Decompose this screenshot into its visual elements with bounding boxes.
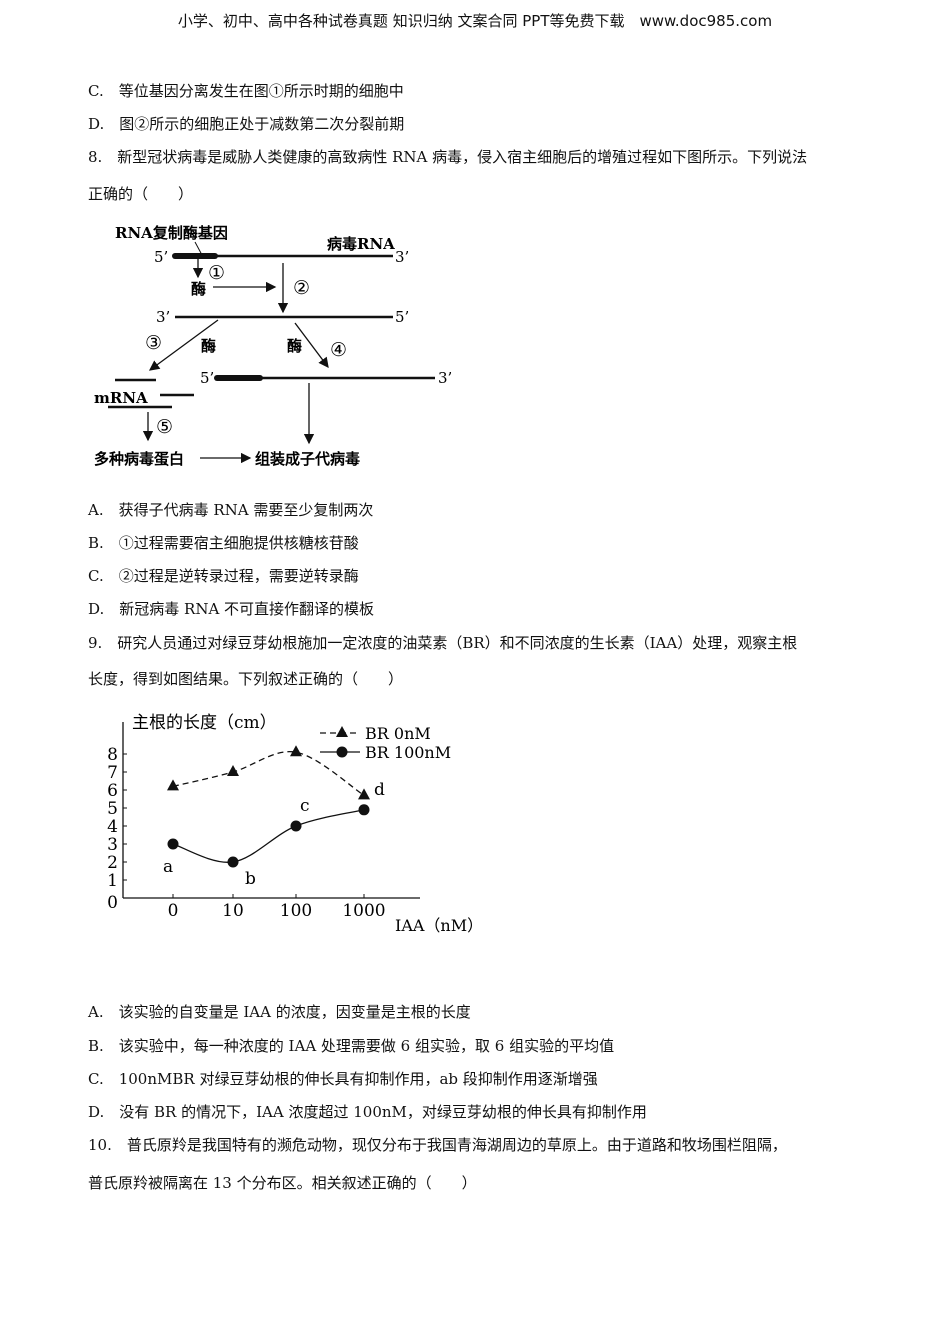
page-header: 小学、初中、高中各种试卷真题 知识归纳 文案合同 PPT等免费下载 www.do… xyxy=(177,12,773,30)
proteins-label: 多种病毒蛋白 xyxy=(94,450,184,468)
q9-option-b: B. 该实验中，每一种浓度的 IAA 处理需要做 6 组实验，取 6 组实验的平… xyxy=(88,1037,615,1055)
q8-option-c: C. ②过程是逆转录过程，需要逆转录酶 xyxy=(88,567,359,585)
point-label: d xyxy=(374,780,385,800)
assemble-label: 组装成子代病毒 xyxy=(255,450,360,468)
mrna-label: mRNA xyxy=(94,389,148,407)
end-label: 5’ xyxy=(154,248,168,266)
q7-option-d: D. 图②所示的细胞正处于减数第二次分裂前期 xyxy=(88,115,405,133)
y-tick-label: 8 xyxy=(107,745,118,765)
step-3-label: ③ xyxy=(145,332,162,354)
y-tick-label: 4 xyxy=(107,817,118,837)
step-5-label: ⑤ xyxy=(156,416,173,438)
q10-stem: 10. 普氏原羚是我国特有的濒危动物，现仅分布于我国青海湖周边的草原上。由于道路… xyxy=(88,1136,787,1154)
q9-stem-cont: 长度，得到如图结果。下列叙述正确的（ ） xyxy=(88,670,404,688)
y-tick-label: 6 xyxy=(107,781,118,801)
end-label: 3’ xyxy=(156,308,170,326)
enzyme-label: 酶 xyxy=(191,280,206,298)
q9-option-c: C. 100nMBR 对绿豆芽幼根的伸长具有抑制作用，ab 段抑制作用逐渐增强 xyxy=(88,1070,598,1088)
end-label: 3’ xyxy=(438,369,452,387)
series-line xyxy=(172,751,365,796)
y-tick-label: 5 xyxy=(107,799,118,819)
triangle-marker xyxy=(227,765,239,776)
end-label: 5’ xyxy=(395,308,409,326)
step-1-label: ① xyxy=(208,262,225,284)
q8-option-a: A. 获得子代病毒 RNA 需要至少复制两次 xyxy=(88,501,374,519)
circle-marker xyxy=(336,746,348,758)
y-tick-label: 0 xyxy=(107,893,118,913)
triangle-marker xyxy=(358,788,370,800)
enzyme-label: 酶 xyxy=(201,337,216,355)
y-axis-title: 主根的长度（cm） xyxy=(132,713,277,733)
gene-label: RNA复制酶基因 xyxy=(115,224,228,242)
q8-option-d: D. 新冠病毒 RNA 不可直接作翻译的模板 xyxy=(88,600,375,618)
step-2-label: ② xyxy=(293,277,310,299)
circle-marker xyxy=(227,856,239,868)
y-tick-label: 7 xyxy=(107,763,118,783)
y-tick-label: 3 xyxy=(107,835,118,855)
legend-label: BR 0nM xyxy=(365,724,431,743)
end-label: 3’ xyxy=(395,248,409,266)
circle-marker xyxy=(358,804,370,816)
series-line xyxy=(172,809,365,863)
triangle-marker xyxy=(336,726,348,737)
end-label: 5’ xyxy=(200,369,214,387)
point-label: b xyxy=(245,869,256,889)
virus-rna-label: 病毒RNA xyxy=(327,235,395,253)
q10-stem-cont: 普氏原羚被隔离在 13 个分布区。相关叙述正确的（ ） xyxy=(88,1174,477,1192)
x-tick-label: 100 xyxy=(280,901,312,921)
legend-label: BR 100nM xyxy=(365,743,451,762)
q9-option-a: A. 该实验的自变量是 IAA 的浓度，因变量是主根的长度 xyxy=(88,1003,471,1021)
q7-option-c: C. 等位基因分离发生在图①所示时期的细胞中 xyxy=(88,82,404,100)
step-4-label: ④ xyxy=(330,339,347,361)
enzyme-label: 酶 xyxy=(287,337,302,355)
virus-replication-diagram: RNA复制酶基因 病毒RNA 5’ 3’ 3’ 5’ 5’ 3’ 酶 酶 酶 ①… xyxy=(94,224,452,468)
y-tick-label: 2 xyxy=(107,853,118,873)
point-label: a xyxy=(163,857,173,877)
q8-stem-cont: 正确的（ ） xyxy=(88,185,194,203)
point-label: c xyxy=(300,796,310,816)
x-tick-label: 10 xyxy=(222,901,244,921)
triangle-marker xyxy=(290,745,302,757)
triangle-marker xyxy=(167,779,179,791)
x-tick-label: 1000 xyxy=(342,901,385,921)
q9-stem: 9. 研究人员通过对绿豆芽幼根施加一定浓度的油菜素（BR）和不同浓度的生长素（I… xyxy=(88,634,798,652)
x-tick-label: 0 xyxy=(168,901,179,921)
circle-marker xyxy=(290,820,302,832)
y-tick-label: 1 xyxy=(107,871,118,891)
circle-marker xyxy=(167,838,179,850)
x-axis-title: IAA（nM） xyxy=(395,916,483,935)
q9-option-d: D. 没有 BR 的情况下，IAA 浓度超过 100nM，对绿豆芽幼根的伸长具有… xyxy=(88,1103,647,1121)
q8-stem: 8. 新型冠状病毒是威胁人类健康的高致病性 RNA 病毒，侵入宿主细胞后的增殖过… xyxy=(88,148,808,166)
q8-option-b: B. ①过程需要宿主细胞提供核糖核苷酸 xyxy=(88,534,359,552)
